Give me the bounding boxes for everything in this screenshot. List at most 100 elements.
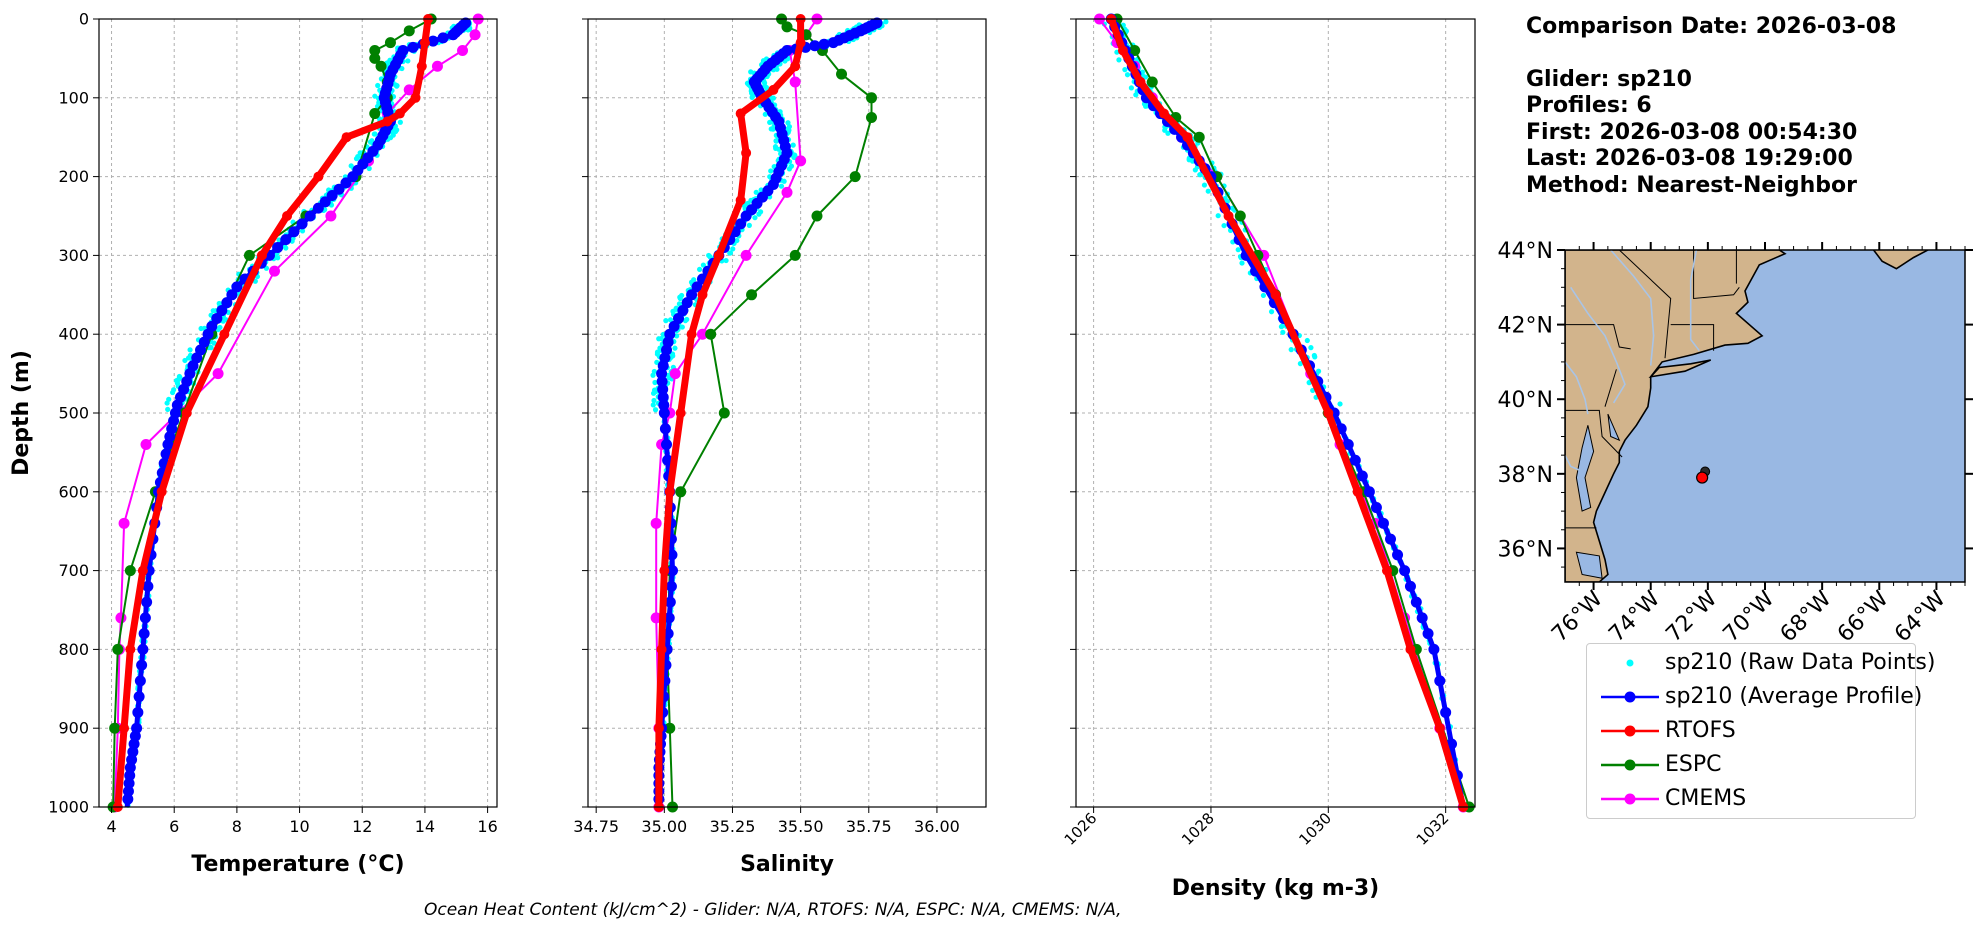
series-point: [686, 329, 697, 340]
series-point: [836, 68, 848, 80]
series-point: [658, 399, 670, 411]
raw-data-point: [1197, 172, 1203, 178]
series-point: [369, 45, 381, 57]
y-tick-label: 0: [79, 10, 89, 29]
series-point: [219, 329, 230, 340]
series-point: [231, 281, 243, 293]
series-point: [656, 375, 668, 387]
series-point: [256, 250, 267, 261]
profile-panel-1: 34.75 35.00 35.25 35.50 35.75 36.00 Salinity: [573, 13, 987, 877]
x-tick-label: 1026: [1061, 809, 1101, 849]
raw-data-point: [405, 58, 411, 64]
series-point: [403, 25, 415, 37]
raw-data-point: [1278, 324, 1285, 330]
lat-label: 38°N: [1498, 463, 1553, 488]
series-point: [212, 368, 224, 380]
raw-data-point: [762, 111, 768, 117]
raw-data-point: [770, 126, 776, 132]
x-tick-label: 35.00: [641, 817, 687, 836]
legend-item-rtofs: RTOFS: [1595, 716, 1915, 746]
series-point: [1356, 470, 1368, 482]
series-point: [656, 644, 667, 655]
series-point: [118, 517, 130, 529]
first-profile-time: First: 2026-03-08 00:54:30: [1526, 119, 1858, 145]
series-point: [160, 448, 172, 460]
lon-label: 66°W: [1833, 586, 1894, 647]
raw-data-point: [1268, 309, 1275, 315]
series-point: [416, 61, 427, 72]
raw-data-point: [727, 250, 734, 256]
series-point: [696, 328, 708, 340]
legend-item-espc: ESPC: [1595, 750, 1915, 780]
legend-raw-swatch: [1626, 659, 1634, 667]
series-point: [650, 517, 662, 529]
y-tick-label: 500: [58, 404, 89, 423]
series-point: [661, 439, 673, 451]
x-tick-label: 16: [477, 817, 497, 836]
raw-data-point: [883, 19, 889, 25]
legend-item-raw: sp210 (Raw Data Points): [1595, 648, 1935, 678]
raw-data-point: [746, 222, 752, 228]
series-point: [403, 84, 415, 96]
series-point: [312, 202, 324, 214]
series-point: [1129, 45, 1141, 57]
raw-data-point: [1311, 352, 1317, 359]
series-point: [1410, 596, 1422, 608]
series-point: [211, 312, 223, 324]
raw-data-point: [1221, 222, 1227, 229]
raw-data-point: [667, 317, 674, 323]
raw-data-point: [786, 166, 793, 172]
y-tick-label: 600: [58, 482, 89, 501]
raw-data-point: [656, 336, 662, 342]
series-point: [375, 60, 387, 72]
raw-data-point: [651, 397, 657, 404]
y-tick-label: 900: [58, 719, 89, 738]
series-point: [1223, 211, 1234, 221]
series-point: [1381, 565, 1392, 576]
raw-data-point: [299, 228, 306, 234]
series-point: [659, 423, 671, 435]
raw-data-point: [773, 138, 779, 144]
x-tick-label: 34.75: [573, 817, 619, 836]
series-point: [811, 210, 823, 222]
series-point: [133, 691, 145, 703]
series-point: [1270, 289, 1281, 300]
raw-data-point: [1165, 130, 1171, 136]
x-tick-label: 1032: [1413, 809, 1453, 849]
raw-data-point: [1205, 188, 1211, 194]
series-point: [768, 84, 779, 95]
series-point: [666, 549, 678, 561]
x-tick-label: 35.75: [846, 817, 892, 836]
series-point: [119, 723, 130, 734]
series-point: [665, 580, 677, 592]
legend-item-cmems: CMEMS: [1595, 784, 1915, 814]
series-point: [156, 486, 167, 497]
x-tick-label: 12: [352, 817, 372, 836]
series-point: [437, 32, 449, 44]
ocean-heat-content-note: Ocean Heat Content (kJ/cm^2) - Glider: N…: [424, 900, 1122, 920]
comparison-info: Comparison Date: 2026-03-08 Glider: sp210…: [1526, 14, 1896, 199]
series-point: [659, 565, 670, 576]
river: [1610, 250, 1655, 366]
series-point: [740, 249, 752, 261]
x-tick-label: 8: [232, 817, 242, 836]
raw-data-point: [375, 82, 381, 89]
series-point: [1440, 706, 1452, 718]
series-line: [656, 20, 879, 807]
raw-data-point: [778, 183, 785, 189]
state-border: [1565, 324, 1631, 350]
series-point: [280, 234, 292, 246]
series-point: [325, 210, 337, 222]
series-point: [407, 41, 419, 53]
series-point: [795, 37, 806, 48]
series-point: [1416, 612, 1428, 624]
y-axis-label: Depth (m): [9, 350, 34, 476]
y-tick-label: 300: [58, 246, 89, 265]
y-tick-label: 100: [58, 88, 89, 107]
series-point: [1370, 502, 1382, 514]
series-point: [1349, 454, 1361, 466]
series-cmems: [650, 13, 823, 813]
raw-data-point: [1308, 345, 1314, 351]
series-point: [1422, 628, 1434, 640]
raw-data-point: [679, 324, 685, 330]
